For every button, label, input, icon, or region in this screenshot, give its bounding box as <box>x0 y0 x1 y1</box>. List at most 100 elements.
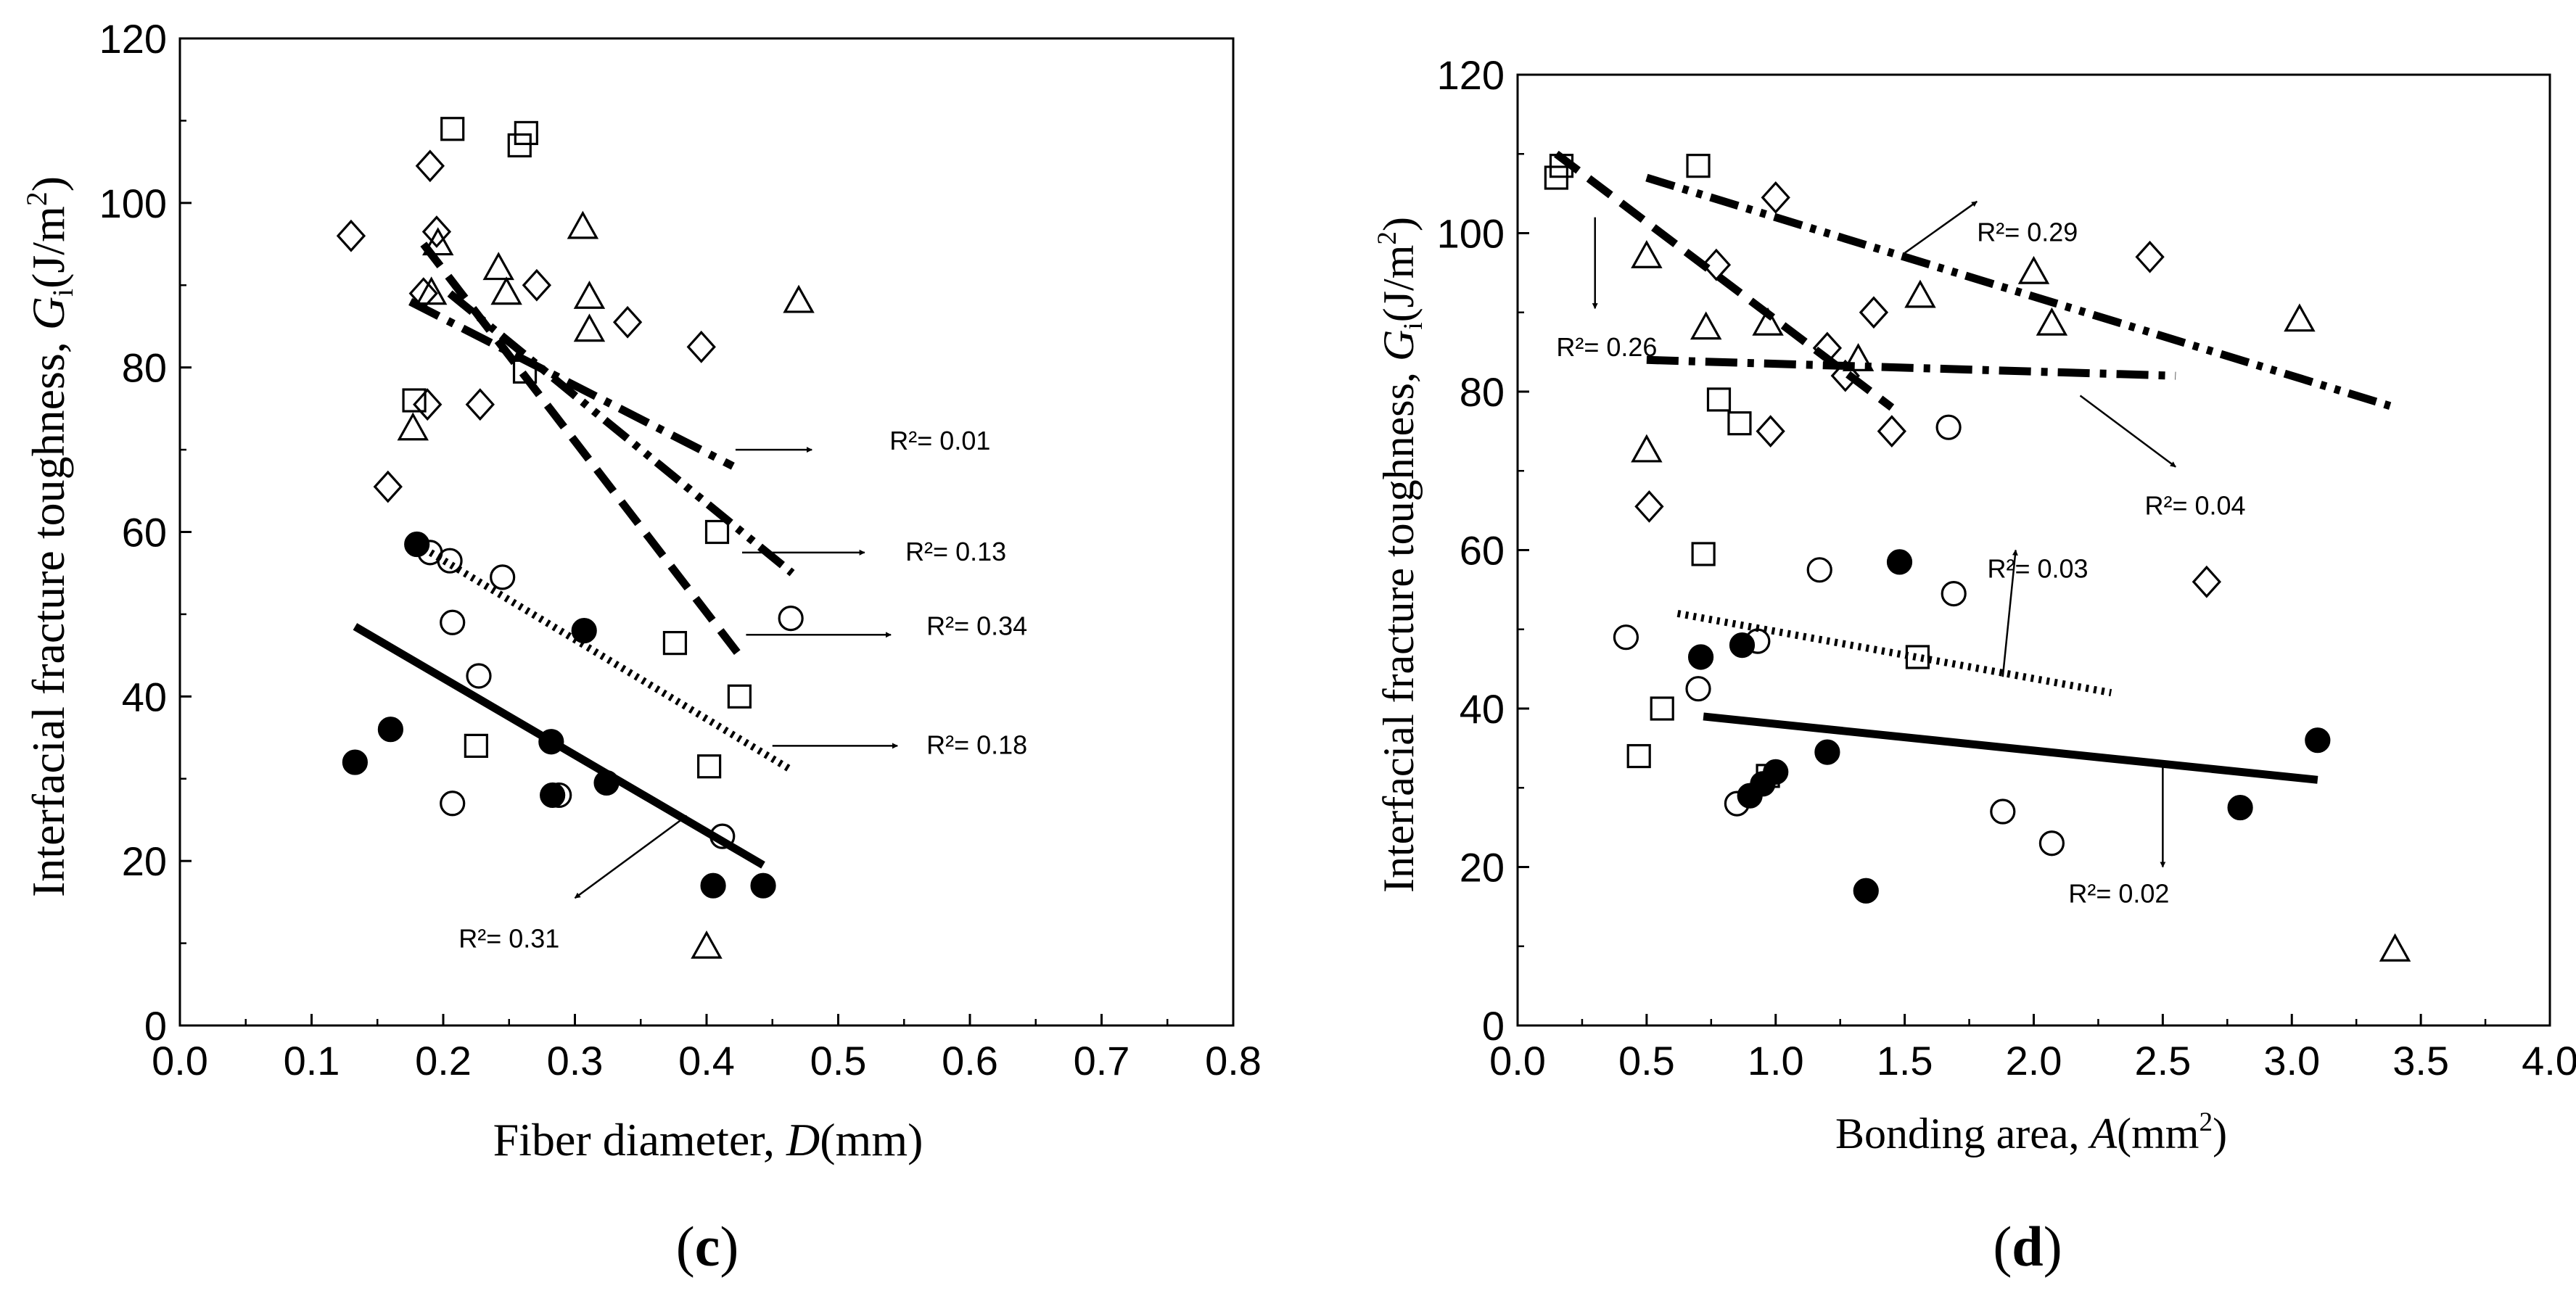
open-diamond-point <box>522 268 552 302</box>
open-triangle-point <box>567 210 599 239</box>
open-triangle-point <box>1690 311 1722 340</box>
x-tick-label: 0.5 <box>1618 1038 1675 1084</box>
annotation-arrow <box>574 814 688 899</box>
open-square-point <box>704 519 730 545</box>
y-tick-label: 40 <box>122 674 167 719</box>
x-tick-label: 0.3 <box>547 1038 604 1084</box>
fit-line-dash-dot <box>1646 355 2176 380</box>
x-tick-label: 1.5 <box>1877 1038 1933 1084</box>
filled-circle-point <box>377 717 404 743</box>
open-diamond-point <box>1812 331 1843 365</box>
panel-caption: (c) <box>676 1215 739 1278</box>
open-square-point <box>662 631 688 656</box>
open-diamond-point <box>408 277 438 310</box>
open-diamond-point <box>612 305 643 339</box>
r2-label: R²= 0.31 <box>458 923 559 953</box>
x-axis-label: Fiber diameter, D(mm) <box>493 1114 923 1165</box>
r2-label: R²= 0.29 <box>1977 217 2078 247</box>
open-diamond-point <box>336 219 366 252</box>
x-tick-label: 0.7 <box>1074 1038 1130 1084</box>
fit-line-dotted <box>415 541 794 774</box>
open-circle-point <box>1685 676 1711 702</box>
open-diamond-point <box>2192 565 2222 598</box>
x-tick-label: 3.0 <box>2263 1038 2320 1084</box>
fit-line-dash-dot-dot <box>447 290 795 577</box>
open-triangle-point <box>2017 255 2050 284</box>
open-triangle-point <box>490 276 522 305</box>
open-square-point <box>464 733 488 758</box>
open-diamond-point <box>2135 240 2165 273</box>
open-diamond-point <box>1756 415 1785 448</box>
open-square-point <box>1686 154 1711 178</box>
fit-line-dotted <box>1676 609 2112 697</box>
y-tick-label: 100 <box>1437 211 1505 257</box>
x-tick-label: 0.1 <box>284 1038 340 1084</box>
open-square-point <box>1549 154 1574 178</box>
filled-circle-point <box>1763 759 1789 785</box>
filled-circle-point <box>2227 794 2253 821</box>
open-triangle-point <box>2379 933 2411 962</box>
y-tick-label: 40 <box>1460 686 1505 732</box>
open-triangle-point <box>573 280 606 309</box>
open-diamond-point <box>1634 490 1664 523</box>
open-diamond-point <box>465 388 495 421</box>
x-tick-label: 2.5 <box>2134 1038 2191 1084</box>
y-tick-label: 0 <box>1482 1003 1505 1049</box>
x-tick-label: 3.5 <box>2392 1038 2449 1084</box>
x-tick-label: 0.8 <box>1205 1038 1262 1084</box>
open-diamond-point <box>1859 296 1889 329</box>
y-tick-label: 80 <box>1460 369 1505 415</box>
open-circle-point <box>1724 791 1750 817</box>
open-diamond-point <box>415 149 445 183</box>
filled-circle-point <box>571 617 597 644</box>
open-square-point <box>507 133 532 158</box>
open-circle-point <box>778 605 804 632</box>
open-circle-point <box>440 791 466 817</box>
r2-label: R²= 0.34 <box>926 611 1027 640</box>
open-square-point <box>697 754 722 779</box>
x-tick-label: 1.0 <box>1748 1038 1804 1084</box>
x-tick-label: 0.0 <box>152 1038 208 1084</box>
fit-line-solid <box>1703 712 2318 784</box>
open-triangle-point <box>1631 434 1663 463</box>
fit-line-dash-dot <box>408 298 735 470</box>
open-triangle-point <box>1631 239 1663 268</box>
open-square-point <box>1706 387 1732 412</box>
open-triangle-point <box>1904 279 1936 308</box>
filled-circle-point <box>1814 739 1840 765</box>
open-circle-point <box>709 823 736 849</box>
filled-circle-point <box>540 782 566 809</box>
y-tick-label: 80 <box>122 345 167 391</box>
open-square-point <box>1691 542 1716 566</box>
open-triangle-point <box>1842 343 1875 371</box>
filled-circle-point <box>342 749 368 775</box>
open-square-point <box>514 120 538 146</box>
annotation-arrow <box>2001 549 2018 677</box>
y-tick-label: 120 <box>1437 52 1505 98</box>
open-diamond-point <box>1877 415 1906 448</box>
y-tick-label: 20 <box>1460 845 1505 891</box>
fit-line-dashed <box>420 242 743 658</box>
x-tick-label: 0.4 <box>678 1038 735 1084</box>
open-square-point <box>402 388 427 413</box>
open-circle-point <box>440 609 466 635</box>
open-diamond-point <box>1701 248 1732 281</box>
annotation-arrow <box>2079 395 2176 468</box>
filled-circle-point <box>593 769 620 796</box>
open-square-point <box>1756 764 1780 788</box>
open-triangle-point <box>1752 307 1784 336</box>
open-circle-point <box>1990 798 2016 825</box>
filled-circle-point <box>538 729 564 755</box>
filled-circle-point <box>700 872 726 899</box>
open-triangle-point <box>415 276 448 305</box>
open-square-point <box>440 117 465 141</box>
x-tick-label: 2.0 <box>2006 1038 2062 1084</box>
open-circle-point <box>490 564 516 590</box>
open-triangle-point <box>691 930 723 959</box>
y-axis-label: Interfacial fracture toughness, Gi(J/m2) <box>1373 217 1428 893</box>
filled-circle-point <box>750 872 776 899</box>
filled-circle-point <box>1729 632 1756 659</box>
y-axis-label: Interfacial fracture toughness, Gi(J/m2) <box>21 176 79 897</box>
open-circle-point <box>546 782 572 809</box>
